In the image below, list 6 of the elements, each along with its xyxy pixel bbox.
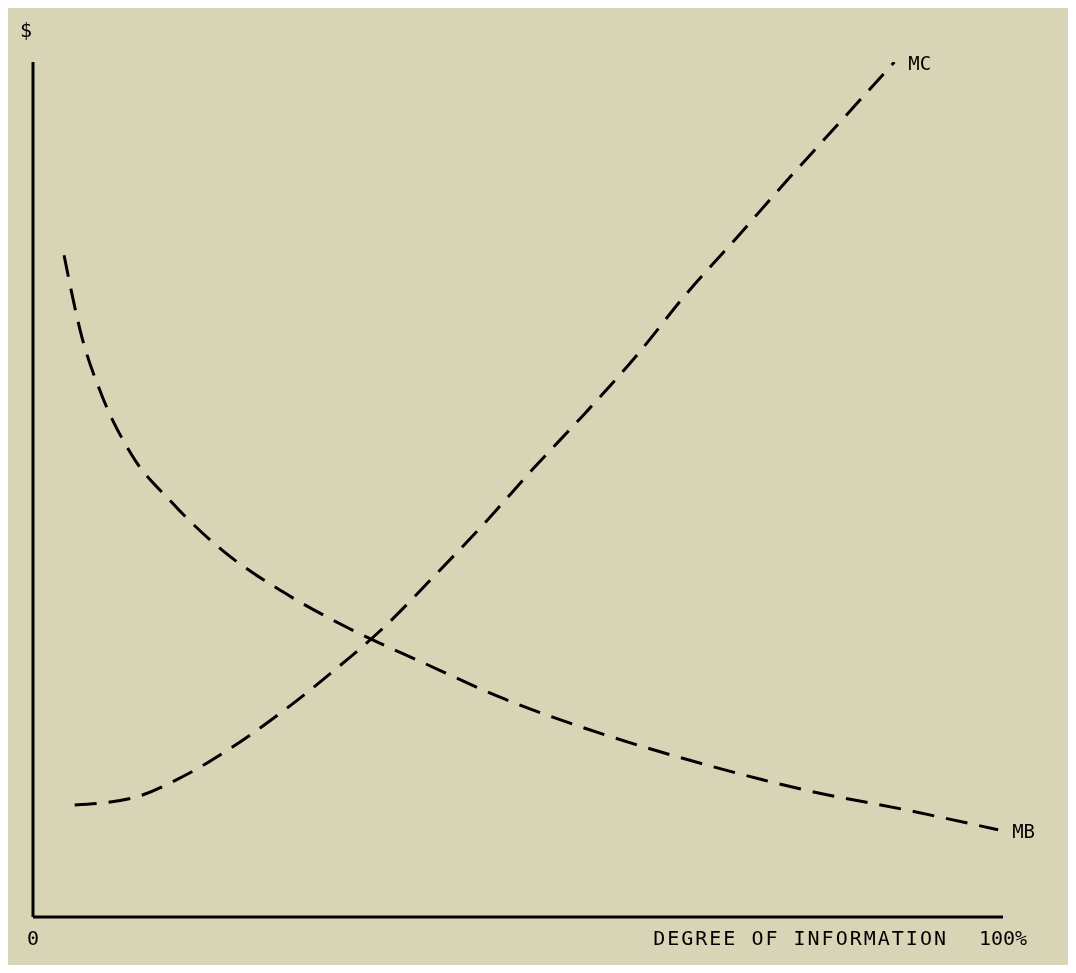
x-axis-title: DEGREE OF INFORMATION [653, 926, 948, 950]
x-tick-label: 100% [978, 926, 1028, 951]
series-label: MB [1012, 819, 1036, 842]
y-axis-title: $ [20, 18, 33, 42]
x-tick-label: 0 [26, 926, 40, 951]
series-label: MC [908, 52, 932, 74]
